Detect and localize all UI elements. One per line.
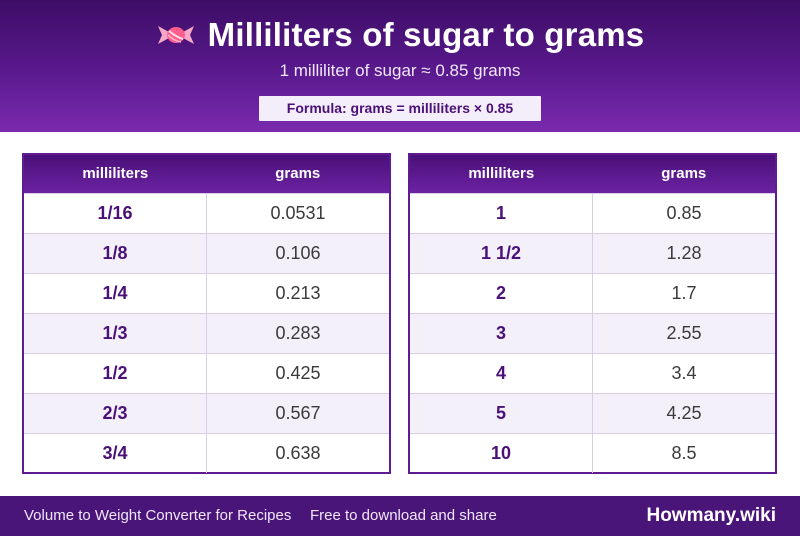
milliliters-cell: 1 [410, 194, 593, 233]
milliliters-cell: 1/16 [24, 194, 207, 233]
grams-cell: 1.7 [671, 283, 697, 303]
grams-cell: 0.567 [275, 403, 321, 423]
grams-cell: 0.638 [275, 443, 321, 463]
milliliters-cell: 2 [410, 274, 593, 313]
table-row: 1/2 0.425 [24, 353, 389, 393]
grams-cell: 0.425 [275, 363, 321, 383]
formula-badge: Formula: grams = milliliters × 0.85 [259, 96, 541, 121]
header: Milliliters of sugar to grams 1 millilit… [0, 0, 800, 132]
grams-cell: 8.5 [671, 443, 697, 463]
table-row: 1/8 0.106 [24, 233, 389, 273]
grams-cell: 0.283 [275, 323, 321, 343]
table-row: 1/4 0.213 [24, 273, 389, 313]
candy-icon [156, 20, 196, 50]
milliliters-cell: 1 1/2 [410, 234, 593, 273]
footer-share-note: Free to download and share [310, 507, 497, 524]
table-row: 1 0.85 [410, 193, 775, 233]
milliliters-cell: 3/4 [24, 434, 207, 473]
table-row: 1 1/2 1.28 [410, 233, 775, 273]
conversion-table-right: milliliters grams 1 0.85 1 1/2 1.28 2 1.… [408, 153, 777, 474]
table-row: 10 8.5 [410, 433, 775, 473]
milliliters-cell: 2/3 [24, 394, 207, 433]
milliliters-cell: 1/2 [24, 354, 207, 393]
milliliters-cell: 1/3 [24, 314, 207, 353]
grams-cell: 2.55 [666, 323, 702, 343]
column-header-milliliters: milliliters [82, 165, 149, 182]
table-row: 2 1.7 [410, 273, 775, 313]
column-header-grams: grams [661, 165, 707, 182]
table-row: 1/16 0.0531 [24, 193, 389, 233]
milliliters-cell: 1/4 [24, 274, 207, 313]
conversion-table-left: milliliters grams 1/16 0.0531 1/8 0.106 … [22, 153, 391, 474]
footer: Volume to Weight Converter for Recipes F… [0, 496, 800, 536]
page-title: Milliliters of sugar to grams [207, 16, 645, 53]
milliliters-cell: 3 [410, 314, 593, 353]
grams-cell: 1.28 [666, 243, 702, 263]
footer-tagline: Volume to Weight Converter for Recipes [24, 507, 292, 524]
table-row: 5 4.25 [410, 393, 775, 433]
grams-cell: 0.85 [666, 203, 702, 223]
table-header: milliliters grams [410, 155, 775, 193]
column-header-grams: grams [275, 165, 321, 182]
table-row: 4 3.4 [410, 353, 775, 393]
table-row: 2/3 0.567 [24, 393, 389, 433]
table-header: milliliters grams [24, 155, 389, 193]
milliliters-cell: 1/8 [24, 234, 207, 273]
brand-logo[interactable]: Howmany.wiki [646, 505, 776, 526]
column-header-milliliters: milliliters [468, 165, 535, 182]
grams-cell: 4.25 [666, 403, 702, 423]
grams-cell: 3.4 [671, 363, 697, 383]
title-row: Milliliters of sugar to grams [0, 14, 800, 56]
grams-cell: 0.0531 [270, 203, 326, 223]
milliliters-cell: 5 [410, 394, 593, 433]
table-row: 3 2.55 [410, 313, 775, 353]
grams-cell: 0.106 [275, 243, 321, 263]
table-row: 3/4 0.638 [24, 433, 389, 473]
milliliters-cell: 10 [410, 434, 593, 473]
grams-cell: 0.213 [275, 283, 321, 303]
subtitle: 1 milliliter of sugar ≈ 0.85 grams [279, 61, 521, 80]
milliliters-cell: 4 [410, 354, 593, 393]
table-row: 1/3 0.283 [24, 313, 389, 353]
